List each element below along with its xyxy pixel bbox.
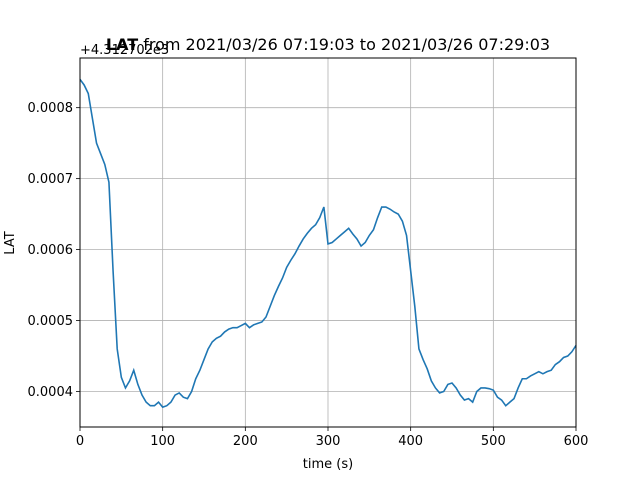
tick-layer: 0 100 200 300 400 500 600 0.0004 0.0005 0.0006 0.0… <box>28 101 589 449</box>
x-tick-label: 100 <box>150 434 175 449</box>
y-tick-label: 0.0004 <box>28 385 74 400</box>
x-tick-label: 400 <box>398 434 423 449</box>
y-axis-offset-text: +4.312702e3 <box>80 43 169 58</box>
x-axis-label: time (s) <box>303 457 353 472</box>
series-line-lat <box>79 78 577 409</box>
y-tick-label: 0.0007 <box>28 172 74 187</box>
chart-title: LAT from 2021/03/26 07:19:03 to 2021/03/… <box>106 35 550 54</box>
grid-layer <box>79 58 577 427</box>
y-axis-label: LAT <box>3 231 18 254</box>
chart-title-bold: LAT <box>106 35 138 54</box>
y-tick-label: 0.0008 <box>28 101 74 116</box>
x-tick-label: 200 <box>233 434 258 449</box>
x-tick-label: 0 <box>76 434 84 449</box>
x-tick-label: 600 <box>564 434 589 449</box>
y-tick-label: 0.0005 <box>28 314 74 329</box>
chart-title-rest: from 2021/03/26 07:19:03 to 2021/03/26 0… <box>138 35 550 54</box>
y-tick-label: 0.0006 <box>28 243 74 258</box>
x-tick-label: 300 <box>316 434 341 449</box>
x-tick-label: 500 <box>481 434 506 449</box>
